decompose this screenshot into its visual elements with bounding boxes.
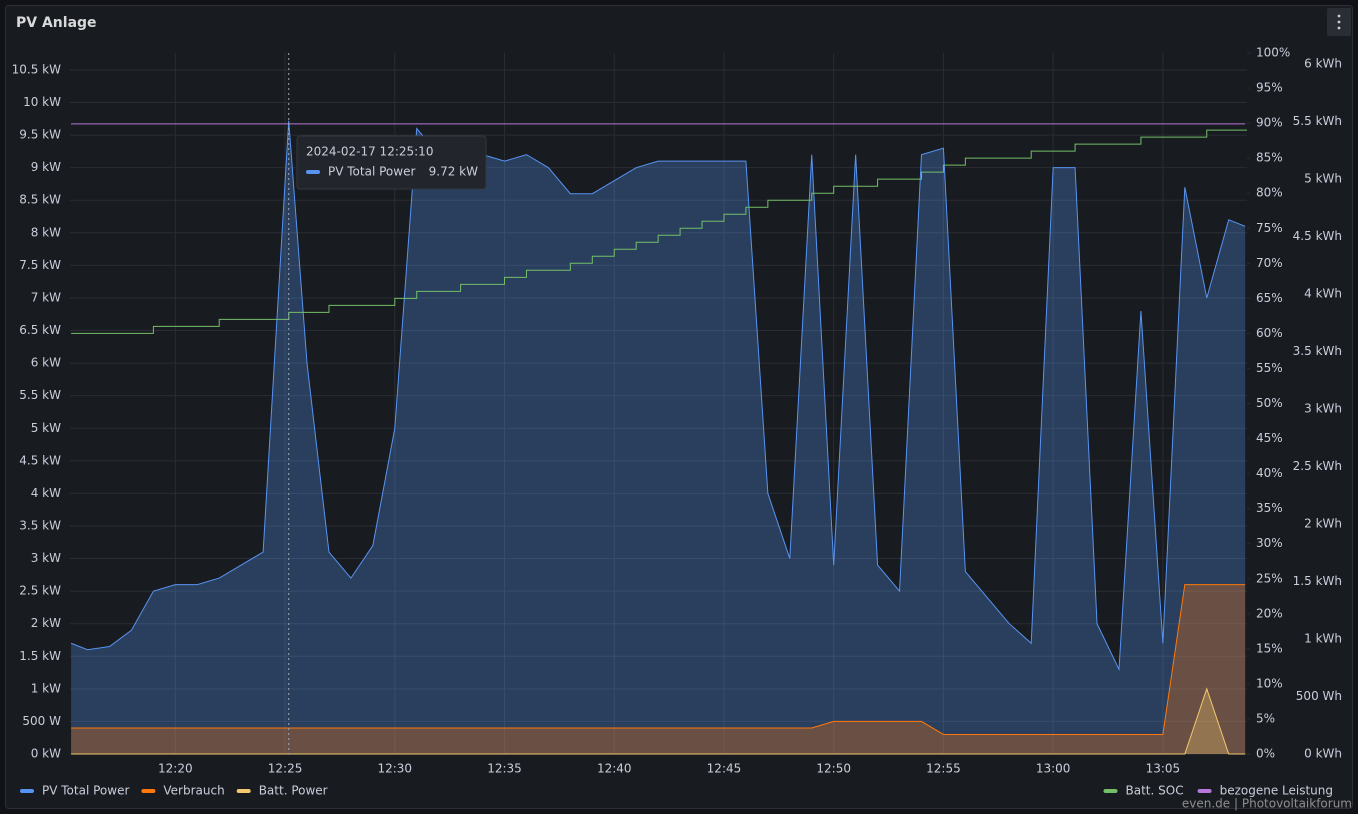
y2-tick-label: 80%: [1256, 186, 1283, 200]
y3-tick-label: 2 kWh: [1304, 517, 1342, 531]
legend-swatch: [141, 789, 156, 793]
legend-swatch: [20, 789, 34, 793]
y2-tick-label: 90%: [1256, 116, 1283, 130]
axes: 0 kW 500 W 1 kW 1.5 kW 2 kW 2.5 kW 3 kW 3.5 kW 4…: [12, 46, 1343, 776]
y-tick-label: 6.5 kW: [19, 323, 61, 337]
y3-tick-label: 1 kWh: [1304, 632, 1342, 646]
x-tick-label: 12:20: [158, 762, 193, 776]
y2-tick-label: 45%: [1256, 431, 1283, 445]
y3-tick-label: 5.5 kWh: [1293, 114, 1342, 128]
legend-label: Batt. Power: [259, 784, 328, 798]
y2-tick-label: 10%: [1256, 676, 1283, 690]
y-tick-label: 1 kW: [31, 681, 61, 695]
y2-tick-label: 25%: [1256, 571, 1283, 585]
x-tick-label: 12:25: [268, 762, 303, 776]
y-tick-label: 2 kW: [31, 616, 61, 630]
y-tick-label: 7 kW: [31, 290, 61, 304]
y3-tick-label: 4 kWh: [1304, 287, 1342, 301]
y3-tick-label: 3 kWh: [1304, 402, 1342, 416]
y-tick-label: 4 kW: [31, 486, 61, 500]
y2-tick-label: 5%: [1256, 711, 1275, 725]
tooltip-box: [296, 135, 487, 190]
series-line: [71, 687, 1246, 755]
x-tick-label: 13:05: [1146, 762, 1181, 776]
y2-tick-label: 85%: [1256, 151, 1283, 165]
y-tick-label: 5 kW: [31, 421, 61, 435]
y-tick-label: 2.5 kW: [19, 584, 61, 598]
y2-tick-label: 15%: [1256, 641, 1283, 655]
y2-tick-label: 50%: [1256, 396, 1283, 410]
legend-swatch: [236, 789, 251, 793]
y3-tick-label: 5 kWh: [1304, 172, 1342, 186]
x-tick-label: 12:30: [377, 762, 412, 776]
legend-swatch: [1197, 789, 1212, 793]
tooltip-value: 9.72 kW: [429, 165, 478, 179]
tooltip: 2024-02-17 12:25:10 PV Total Power 9.72 kW: [288, 53, 487, 754]
y2-tick-label: 65%: [1256, 291, 1283, 305]
y2-tick-label: 20%: [1256, 606, 1283, 620]
y3-tick-label: 0 kWh: [1304, 747, 1342, 761]
y2-tick-label: 30%: [1256, 536, 1283, 550]
legend-label: Batt. SOC: [1126, 784, 1184, 798]
y-tick-label: 9 kW: [31, 160, 61, 174]
series-line: [71, 129, 1247, 334]
y-tick-label: 10.5 kW: [12, 62, 61, 76]
y2-tick-label: 55%: [1256, 361, 1283, 375]
legend-label: PV Total Power: [42, 784, 129, 798]
tooltip-series: PV Total Power: [328, 165, 415, 179]
y-tick-label: 5.5 kW: [19, 388, 61, 402]
y-tick-label: 1.5 kW: [19, 649, 61, 663]
panel-title: PV Anlage: [16, 15, 97, 31]
y-tick-label: 6 kW: [31, 356, 61, 370]
y2-tick-label: 100%: [1256, 46, 1290, 60]
x-tick-label: 12:55: [926, 762, 961, 776]
series-line: [70, 120, 1246, 672]
legend-label: bezogene Leistung: [1220, 784, 1333, 798]
panel-menu[interactable]: [1327, 8, 1351, 36]
y-tick-label: 0 kW: [31, 747, 61, 761]
series-area: [71, 120, 1246, 755]
y2-tick-label: 40%: [1256, 466, 1283, 480]
x-tick-label: 12:50: [816, 762, 851, 776]
y-tick-label: 8 kW: [31, 225, 61, 239]
tooltip-time: 2024-02-17 12:25:10: [306, 145, 433, 159]
y-tick-label: 500 W: [22, 714, 61, 728]
y2-tick-label: 35%: [1256, 501, 1283, 515]
y-tick-label: 10 kW: [23, 95, 61, 109]
y3-tick-label: 500 Wh: [1296, 689, 1342, 703]
y2-tick-label: 75%: [1256, 221, 1283, 235]
legend-label: Verbrauch: [163, 784, 224, 798]
series-area: [71, 584, 1246, 754]
y3-tick-label: 1.5 kWh: [1293, 574, 1342, 588]
y3-tick-label: 3.5 kWh: [1293, 344, 1342, 358]
x-tick-label: 13:00: [1036, 762, 1071, 776]
series-line: [71, 584, 1246, 735]
tooltip-swatch: [306, 170, 320, 174]
y2-tick-label: 0%: [1256, 747, 1275, 761]
y-tick-label: 9.5 kW: [19, 128, 61, 142]
watermark: even.de | Photovoltaikforum: [1182, 797, 1352, 811]
y-tick-label: 4.5 kW: [19, 453, 61, 467]
y2-tick-label: 60%: [1256, 326, 1283, 340]
y3-tick-label: 6 kWh: [1304, 57, 1342, 71]
y-tick-label: 3.5 kW: [19, 518, 61, 532]
x-tick-label: 12:45: [707, 762, 742, 776]
y-tick-label: 7.5 kW: [19, 258, 61, 272]
y-tick-label: 8.5 kW: [19, 193, 61, 207]
y2-tick-label: 95%: [1256, 81, 1283, 95]
panel: [5, 5, 1353, 809]
x-tick-label: 12:35: [487, 762, 522, 776]
legend-swatch: [1103, 789, 1118, 793]
y2-tick-label: 70%: [1256, 256, 1283, 270]
y-tick-label: 3 kW: [31, 551, 61, 565]
y3-tick-label: 2.5 kWh: [1293, 459, 1342, 473]
x-tick-label: 12:40: [597, 762, 632, 776]
legend: PV Total Power Verbrauch Batt. Power bezoge…: [20, 784, 1333, 798]
plot: [70, 120, 1247, 755]
y3-tick-label: 4.5 kWh: [1293, 229, 1342, 243]
